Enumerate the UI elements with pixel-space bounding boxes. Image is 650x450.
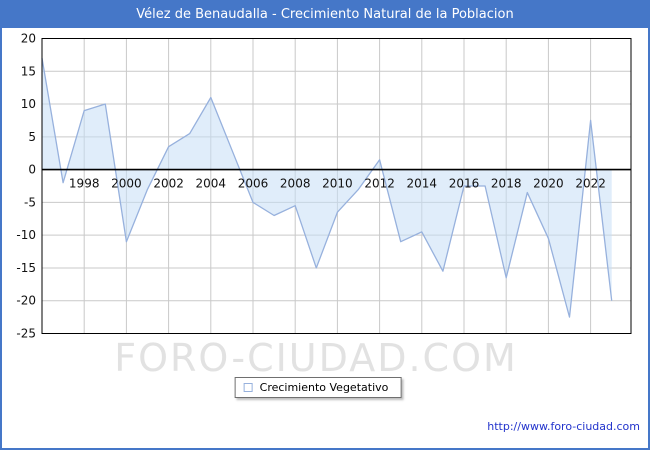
x-tick-label: 2012 (364, 177, 395, 191)
chart-title: Vélez de Benaudalla - Crecimiento Natura… (136, 7, 514, 22)
legend[interactable]: Crecimiento Vegetativo (234, 377, 402, 398)
source-link[interactable]: http://www.foro-ciudad.com (487, 420, 640, 433)
area-fill (42, 58, 612, 318)
y-tick-label: 15 (21, 64, 36, 78)
x-tick-label: 2018 (491, 177, 522, 191)
x-tick-label: 2002 (153, 177, 184, 191)
x-tick-label: 2020 (533, 177, 564, 191)
series-line (41, 58, 613, 318)
y-tick-label: -20 (16, 294, 36, 308)
x-tick-label: 2010 (322, 177, 353, 191)
chart-title-bar: Vélez de Benaudalla - Crecimiento Natura… (2, 2, 648, 28)
x-tick-label: 2014 (407, 177, 438, 191)
x-tick-label: 2006 (238, 177, 269, 191)
y-tick-label: 5 (28, 130, 36, 144)
y-tick-label: -10 (16, 228, 36, 242)
x-tick-label: 2016 (449, 177, 480, 191)
x-tick-label: 2004 (196, 177, 227, 191)
y-tick-label: 10 (21, 97, 36, 111)
y-tick-label: 20 (21, 32, 36, 46)
x-tick-label: 2008 (280, 177, 311, 191)
x-tick-label: 2000 (111, 177, 142, 191)
x-tick-label: 1998 (69, 177, 100, 191)
legend-label: Crecimiento Vegetativo (259, 381, 389, 394)
y-tick-label: -25 (16, 327, 36, 341)
y-tick-label: 0 (28, 163, 36, 177)
y-tick-label: -5 (24, 195, 36, 209)
y-tick-label: -15 (16, 261, 36, 275)
x-tick-label: 2022 (575, 177, 606, 191)
plot-border (41, 38, 632, 334)
legend-marker-icon (243, 383, 253, 392)
